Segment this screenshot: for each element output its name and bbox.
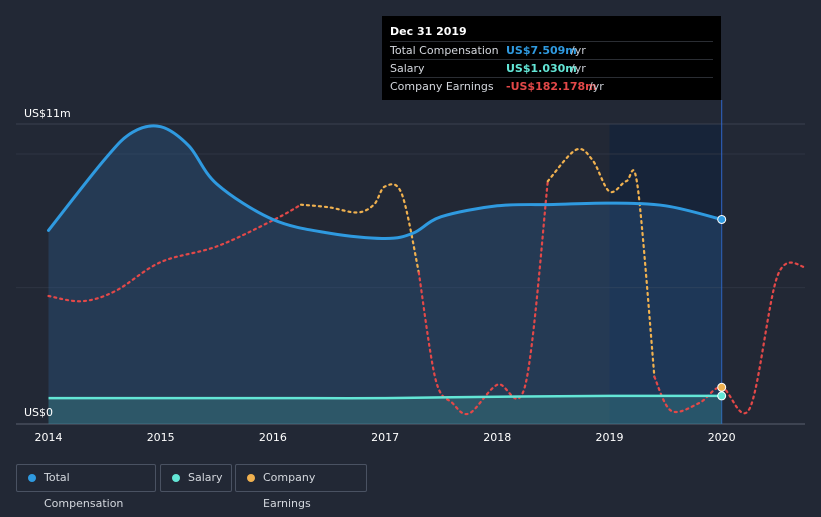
tooltip-earnings-unit: /yr	[589, 80, 604, 93]
company-earnings-dot-icon	[247, 474, 255, 482]
earnings-positive-segment	[299, 183, 420, 274]
tooltip-total-unit: /yr	[571, 44, 586, 57]
legend-total-compensation-label: Total Compensation	[44, 471, 124, 510]
legend-total-compensation[interactable]: Total Compensation	[16, 464, 156, 510]
salary-dot-icon	[172, 474, 180, 482]
x-axis-ticks: 2014 2015 2016 2017 2018 2019 2020	[35, 431, 736, 444]
tooltip-total-label: Total Compensation	[390, 44, 499, 57]
x-tick-label: 2018	[483, 431, 511, 444]
salary-line	[48, 394, 722, 400]
tooltip-salary-label: Salary	[390, 62, 425, 75]
legend-company-earnings[interactable]: Company Earnings	[235, 464, 367, 510]
y-axis-bottom-label: US$0	[24, 406, 53, 419]
tooltip-row-salary: Salary US$1.030m /yr	[390, 59, 713, 77]
total-compensation-dot-icon	[28, 474, 36, 482]
total-compensation-marker	[717, 214, 727, 224]
y-axis-top-label: US$11m	[24, 107, 71, 120]
hover-tooltip: Dec 31 2019 Total Compensation US$7.509m…	[382, 16, 721, 100]
total-compensation-line	[47, 124, 724, 241]
x-tick-label: 2016	[259, 431, 287, 444]
legend-salary[interactable]: Salary	[160, 464, 232, 492]
tooltip-earnings-label: Company Earnings	[390, 80, 494, 93]
tooltip-date: Dec 31 2019	[390, 25, 467, 38]
earnings-negative-segment	[417, 180, 549, 416]
x-tick-label: 2019	[596, 431, 624, 444]
company-earnings-marker	[717, 382, 727, 392]
tooltip-earnings-value: -US$182.178m	[506, 80, 597, 93]
tooltip-salary-value: US$1.030m	[506, 62, 577, 75]
legend-company-earnings-label: Company Earnings	[263, 471, 316, 510]
x-tick-label: 2017	[371, 431, 399, 444]
x-tick-label: 2014	[35, 431, 63, 444]
total-compensation-area	[48, 125, 722, 425]
x-tick-label: 2020	[708, 431, 736, 444]
salary-area	[48, 395, 722, 424]
tooltip-total-value: US$7.509m	[506, 44, 577, 57]
earnings-positive-segment	[546, 147, 656, 378]
tooltip-salary-unit: /yr	[571, 62, 586, 75]
salary-marker	[717, 391, 727, 401]
tooltip-row-earnings: Company Earnings -US$182.178m /yr	[390, 77, 713, 95]
earnings-negative-segment	[653, 261, 807, 415]
legend-salary-label: Salary	[188, 471, 223, 484]
tooltip-row-total: Total Compensation US$7.509m /yr	[390, 41, 713, 59]
selected-period-band	[609, 124, 722, 424]
x-tick-label: 2015	[147, 431, 175, 444]
